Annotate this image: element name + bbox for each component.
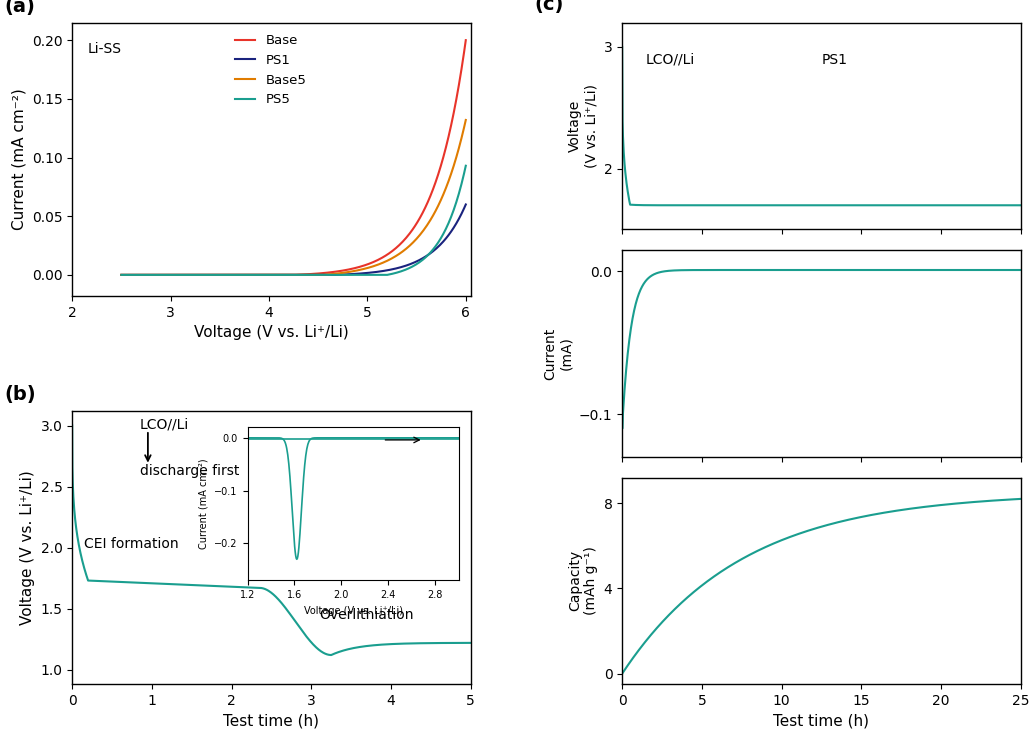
Text: (c): (c) [534,0,564,14]
Y-axis label: Current (mA cm⁻²): Current (mA cm⁻²) [11,89,26,230]
Legend: Base, PS1, Base5, PS5: Base, PS1, Base5, PS5 [230,29,312,111]
Y-axis label: Capacity
(mAh g⁻¹): Capacity (mAh g⁻¹) [568,547,598,615]
Text: LCO//Li: LCO//Li [646,53,695,67]
Y-axis label: Current
(mA): Current (mA) [543,327,573,380]
Text: LCO//Li: LCO//Li [140,417,189,432]
Y-axis label: Voltage
(V vs. Li⁺/Li): Voltage (V vs. Li⁺/Li) [568,84,598,168]
Y-axis label: Voltage (V vs. Li⁺/Li): Voltage (V vs. Li⁺/Li) [20,470,35,625]
Text: PS1: PS1 [822,53,847,67]
X-axis label: Voltage (V vs. Li⁺/Li): Voltage (V vs. Li⁺/Li) [194,326,348,341]
Text: discharge first: discharge first [140,464,239,478]
X-axis label: Test time (h): Test time (h) [773,714,869,729]
Text: (a): (a) [4,0,35,16]
Text: (b): (b) [4,385,36,404]
Text: Overlithiation: Overlithiation [320,608,413,622]
Text: CEI formation: CEI formation [85,537,178,550]
Text: Li-SS: Li-SS [88,41,122,56]
X-axis label: Test time (h): Test time (h) [224,714,320,729]
